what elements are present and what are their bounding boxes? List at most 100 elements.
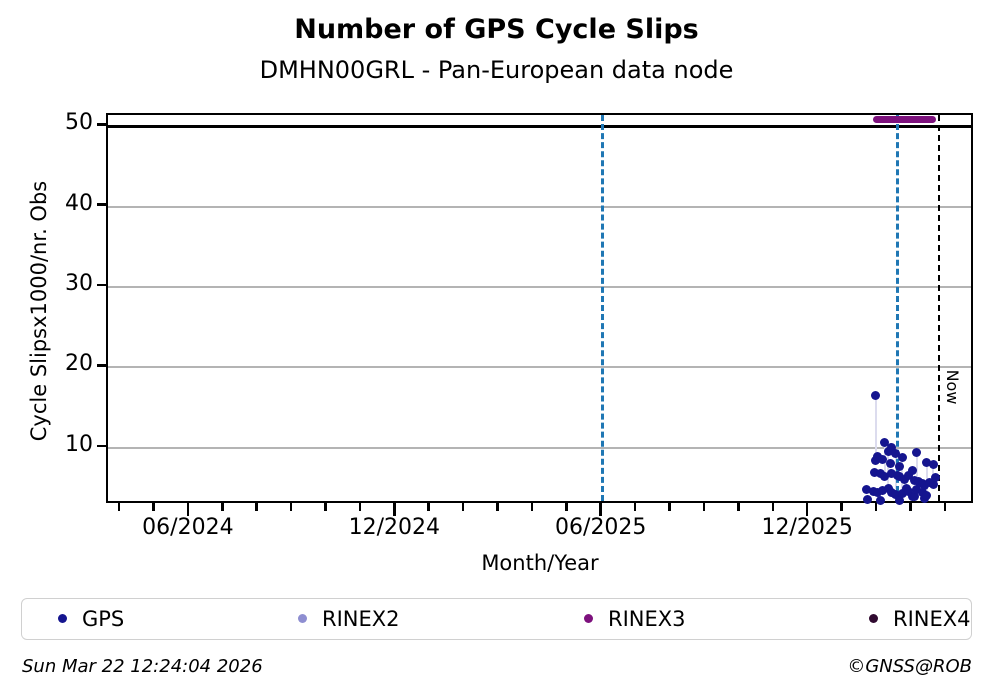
y-tick-label-10: 10 — [65, 431, 93, 457]
gps-point — [930, 473, 940, 483]
x-tick-minor — [565, 503, 568, 511]
x-tick-label: 06/2024 — [142, 515, 234, 540]
x-tick-minor — [840, 503, 843, 511]
gps-point — [870, 467, 880, 477]
legend-item-rinex3: RINEX3 — [584, 599, 686, 638]
legend-label: RINEX4 — [893, 606, 971, 631]
gps-point — [904, 486, 914, 496]
gps-point — [895, 495, 905, 505]
x-tick-major — [393, 503, 396, 516]
chart-subtitle: DMHN00GRL - Pan-European data node — [259, 56, 734, 84]
chart-title: Number of GPS Cycle Slips — [294, 14, 699, 45]
legend-label: RINEX3 — [608, 606, 686, 631]
gps-point — [904, 470, 914, 480]
gps-point — [880, 471, 890, 481]
gps-point — [885, 458, 895, 468]
rinex4-marker-icon — [869, 614, 878, 623]
legend-label: RINEX2 — [322, 606, 400, 631]
gps-point — [909, 475, 919, 485]
grid-line-y40 — [108, 205, 971, 208]
legend-box: GPS RINEX2 RINEX3 RINEX4 — [21, 598, 972, 640]
point-stem — [874, 395, 877, 461]
gps-point — [891, 449, 901, 459]
gps-marker-icon — [58, 614, 67, 623]
gps-point — [922, 457, 932, 467]
gps-point — [899, 474, 909, 484]
legend-label: GPS — [82, 606, 125, 631]
x-tick-minor — [702, 503, 706, 511]
legend-item-rinex4: RINEX4 — [869, 599, 971, 638]
gps-point — [897, 489, 907, 499]
y-tick-label-30: 30 — [65, 271, 93, 297]
y-tick-10 — [97, 444, 106, 448]
now-line-label: Now — [943, 369, 962, 405]
x-tick-label: 06/2025 — [555, 515, 647, 540]
x-tick-minor — [324, 503, 327, 511]
x-tick-major — [599, 503, 602, 516]
gps-point — [919, 481, 929, 491]
gps-point — [877, 486, 887, 496]
legend-item-rinex2: RINEX2 — [298, 599, 400, 638]
gps-point — [875, 469, 885, 479]
vline-event1 — [896, 115, 900, 501]
gps-point — [928, 479, 938, 489]
gps-point — [922, 490, 932, 500]
grid-line-y10 — [108, 446, 971, 449]
x-tick-minor — [633, 503, 637, 511]
x-tick-minor — [152, 503, 155, 511]
legend-item-gps: GPS — [58, 599, 124, 638]
x-tick-minor — [909, 503, 912, 511]
x-tick-label: 12/2025 — [761, 515, 853, 540]
gps-point — [871, 391, 881, 401]
rinex3-marker-icon — [584, 614, 593, 623]
x-tick-label: 12/2024 — [348, 515, 440, 540]
y-tick-50 — [97, 123, 106, 126]
x-tick-major — [805, 503, 809, 516]
x-tick-minor — [530, 503, 534, 511]
gps-point — [883, 447, 893, 457]
copyright-label: ©GNSS@ROB — [847, 656, 972, 677]
x-tick-minor — [289, 503, 293, 511]
x-tick-minor — [771, 503, 774, 511]
gps-point — [909, 492, 919, 502]
gps-point — [887, 469, 897, 479]
plot-area — [106, 113, 973, 506]
y-tick-label-40: 40 — [65, 190, 93, 216]
gps-point — [891, 490, 901, 500]
gps-point — [880, 437, 890, 447]
x-tick-minor — [117, 503, 121, 511]
vline-event0 — [601, 115, 605, 501]
gps-point — [877, 454, 887, 464]
x-tick-minor — [496, 503, 499, 511]
x-tick-minor — [427, 503, 430, 511]
y-tick-40 — [97, 203, 106, 206]
gps-point — [887, 442, 897, 452]
grid-line-y30 — [108, 286, 971, 289]
x-tick-minor — [737, 503, 740, 511]
vline-now — [938, 115, 941, 501]
x-axis-label: Month/Year — [481, 551, 599, 575]
gps-point — [862, 485, 872, 495]
gps-point — [912, 485, 922, 495]
x-tick-minor — [221, 503, 224, 511]
x-tick-minor — [461, 503, 465, 511]
y-tick-30 — [97, 283, 106, 287]
gps-point — [863, 494, 873, 504]
y-tick-label-50: 50 — [65, 110, 93, 136]
x-tick-minor — [874, 503, 878, 511]
y-tick-label-20: 20 — [65, 351, 93, 377]
y-tick-20 — [97, 364, 106, 367]
grid-line-y20 — [108, 366, 971, 369]
x-tick-minor — [943, 503, 947, 511]
rinex2-marker-icon — [298, 614, 307, 623]
x-tick-major — [186, 503, 190, 516]
point-stem — [915, 452, 918, 490]
gps-point — [875, 496, 885, 506]
gps-point — [907, 465, 917, 475]
gps-point — [917, 488, 927, 498]
grid-line-y50 — [108, 125, 971, 128]
x-tick-minor — [358, 503, 362, 511]
gps-point — [895, 461, 905, 471]
x-tick-minor — [668, 503, 671, 511]
